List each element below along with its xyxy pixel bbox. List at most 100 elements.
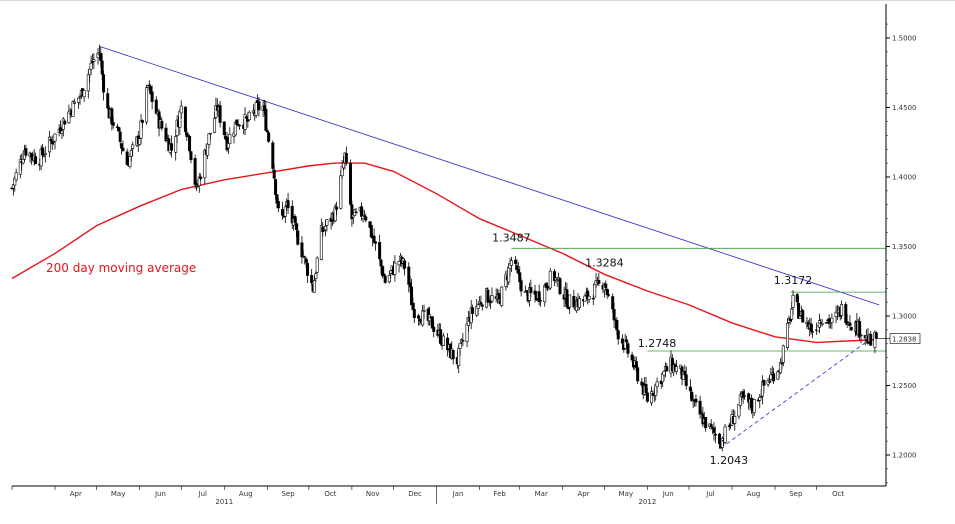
candle	[251, 104, 255, 116]
candle-body	[593, 283, 597, 298]
candle	[597, 273, 601, 287]
candle	[34, 152, 38, 165]
x-tick-label: Sep	[281, 490, 295, 498]
candle-body	[480, 304, 484, 307]
candle-body	[781, 345, 785, 363]
candle-body	[349, 162, 353, 205]
candle-body	[709, 424, 713, 427]
candle-body	[479, 302, 483, 305]
x-tick-label: Feb	[493, 490, 506, 498]
candle-body	[718, 433, 722, 444]
candle-body	[457, 348, 461, 366]
candle-body	[795, 294, 799, 303]
candle-body	[139, 120, 143, 139]
candle	[461, 333, 465, 347]
candle	[801, 308, 805, 323]
candle	[430, 315, 434, 329]
x-tick-label: Apr	[578, 490, 590, 498]
candle-body	[354, 211, 358, 213]
candle	[349, 159, 353, 206]
candle	[874, 331, 878, 339]
candle-body	[257, 101, 261, 111]
candle-body	[92, 59, 96, 62]
candle-body	[300, 242, 304, 258]
candle	[110, 106, 114, 131]
candle	[432, 320, 436, 338]
resistance-trendline	[99, 45, 880, 306]
candle	[698, 395, 702, 419]
candle-body	[675, 366, 679, 372]
candle-body	[397, 261, 401, 266]
candle-body	[840, 304, 844, 316]
candle-body	[874, 332, 878, 339]
candle-body	[552, 271, 556, 282]
candle	[761, 375, 765, 405]
candle-body	[304, 258, 308, 263]
candle-body	[830, 317, 834, 323]
candle	[830, 313, 834, 330]
candle-body	[235, 119, 239, 125]
candle-body	[759, 396, 763, 398]
candle-body	[325, 219, 329, 226]
candle-body	[849, 327, 853, 331]
candle	[769, 367, 773, 383]
candle-body	[265, 130, 269, 133]
candle-body	[471, 307, 475, 314]
candle-body	[422, 310, 426, 312]
candle	[372, 228, 376, 244]
candle-body	[543, 285, 547, 303]
y-tick-label: 1.3500	[892, 243, 917, 251]
candle	[786, 318, 790, 351]
candle-body	[418, 319, 422, 322]
y-tick-label: 1.2500	[892, 382, 917, 390]
candle	[407, 262, 411, 293]
candle-body	[199, 176, 203, 179]
candle-body	[111, 122, 115, 126]
candle	[199, 173, 203, 181]
candle	[665, 363, 669, 372]
candle	[53, 133, 57, 150]
candle-body	[106, 93, 110, 109]
candle	[121, 140, 125, 152]
candle-body	[99, 52, 103, 61]
candle-body	[650, 391, 654, 404]
candle-body	[742, 395, 746, 397]
candle	[791, 290, 795, 316]
candle-body	[439, 329, 443, 345]
candle	[117, 126, 121, 133]
candle-body	[189, 151, 193, 161]
candle-body	[490, 295, 494, 302]
candle-body	[207, 133, 211, 145]
price-annotation: 1.2043	[710, 454, 749, 467]
candle-body	[772, 373, 776, 382]
candle-body	[625, 339, 629, 343]
candle-body	[684, 374, 688, 386]
x-tick-label: Jun	[662, 490, 674, 498]
candle-body	[416, 315, 420, 319]
candle	[47, 130, 51, 158]
candle-body	[694, 398, 698, 403]
candle	[228, 127, 232, 145]
candle-body	[243, 114, 247, 130]
candle-body	[72, 101, 76, 104]
candle-body	[441, 335, 445, 346]
candle-body	[762, 380, 766, 386]
candle-body	[577, 298, 581, 308]
candle	[554, 276, 558, 283]
candle-body	[644, 383, 648, 394]
candle	[439, 323, 443, 346]
candle-body	[121, 147, 125, 152]
moving-average-line	[11, 162, 877, 344]
candle-body	[175, 119, 179, 136]
candle	[486, 287, 490, 303]
candle	[310, 269, 314, 286]
x-tick-label: Apr	[70, 490, 82, 498]
candle	[189, 150, 193, 164]
candle	[577, 295, 581, 311]
candle-body	[587, 296, 591, 300]
candle	[247, 110, 251, 122]
candle-body	[859, 334, 863, 337]
candle-body	[206, 143, 210, 156]
candle	[397, 260, 401, 273]
candle	[175, 115, 179, 143]
